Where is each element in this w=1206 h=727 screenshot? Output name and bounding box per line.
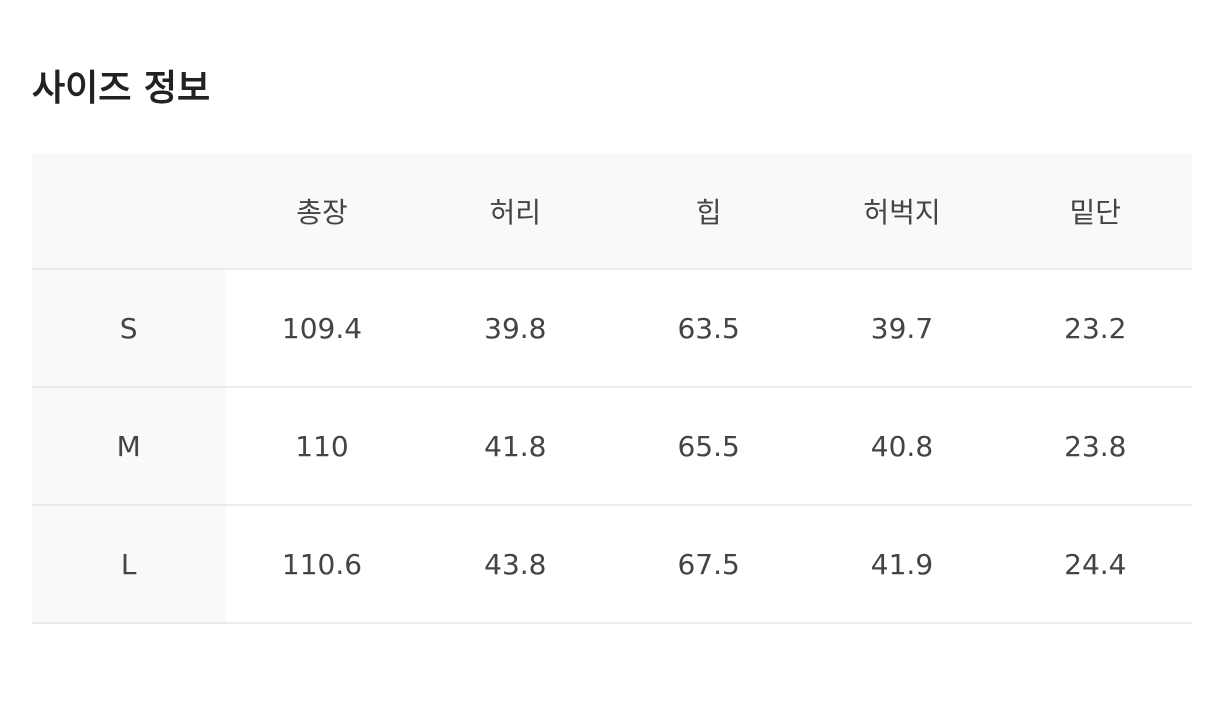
table-cell: 67.5 — [611, 505, 806, 624]
table-row: S 109.4 39.8 63.5 39.7 23.2 — [32, 269, 1192, 388]
header-hem: 밑단 — [998, 153, 1192, 270]
table-row: M 110 41.8 65.5 40.8 23.8 — [32, 387, 1192, 506]
header-cell-empty — [32, 153, 226, 270]
size-table: 총장 허리 힙 허벅지 밑단 S 109.4 39.8 63.5 39.7 23… — [32, 153, 1192, 624]
table-cell: 109.4 — [225, 269, 419, 388]
table-cell: 41.9 — [805, 505, 999, 624]
table-cell: 40.8 — [805, 387, 999, 506]
table-cell: 110.6 — [225, 505, 419, 624]
table-cell: 110 — [225, 387, 419, 506]
size-label: M — [32, 387, 226, 506]
table-cell: 23.8 — [998, 387, 1192, 506]
table-row: L 110.6 43.8 67.5 41.9 24.4 — [32, 505, 1192, 624]
table-cell: 65.5 — [611, 387, 806, 506]
table-header-row: 총장 허리 힙 허벅지 밑단 — [32, 153, 1192, 270]
table-cell: 43.8 — [418, 505, 612, 624]
table-cell: 23.2 — [998, 269, 1192, 388]
table-cell: 63.5 — [611, 269, 806, 388]
page-title: 사이즈 정보 — [32, 68, 211, 109]
size-label: L — [32, 505, 226, 624]
size-label: S — [32, 269, 226, 388]
header-waist: 허리 — [418, 153, 612, 270]
table-cell: 39.7 — [805, 269, 999, 388]
table-cell: 39.8 — [418, 269, 612, 388]
header-total-length: 총장 — [225, 153, 419, 270]
table-cell: 24.4 — [998, 505, 1192, 624]
header-hip: 힙 — [611, 153, 806, 270]
header-thigh: 허벅지 — [805, 153, 999, 270]
table-cell: 41.8 — [418, 387, 612, 506]
